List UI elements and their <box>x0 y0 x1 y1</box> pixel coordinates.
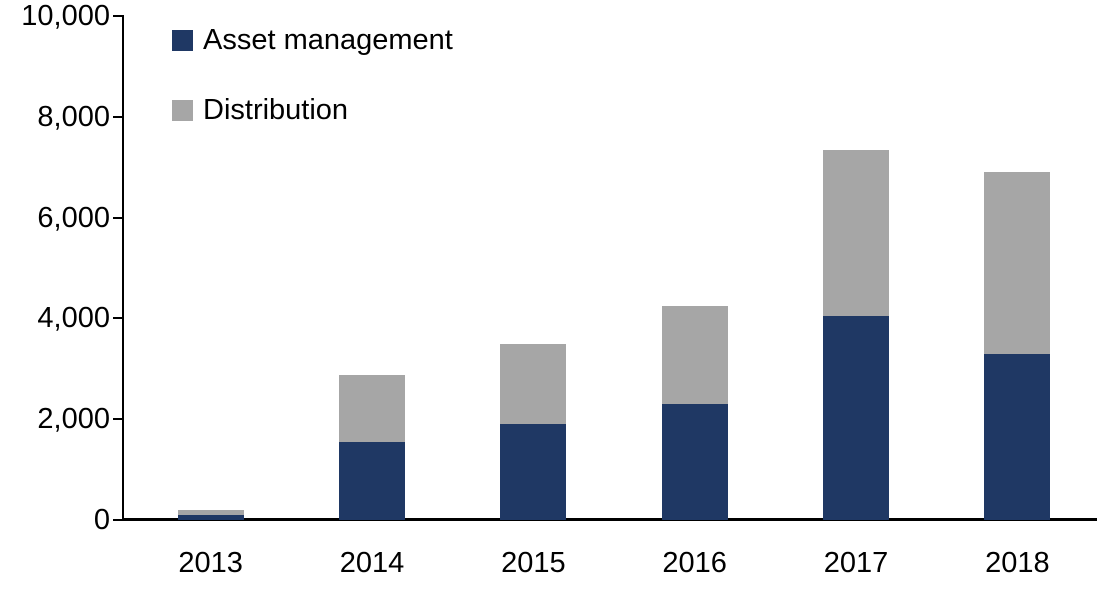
bar-segment-asset-management-2014 <box>339 441 405 520</box>
y-tick-mark <box>113 216 122 219</box>
bar-segment-distribution-2017 <box>823 149 889 316</box>
y-tick-mark <box>113 418 122 421</box>
y-tick-label-4000: 4,000 <box>37 302 110 335</box>
bar-segment-asset-management-2015 <box>500 424 567 520</box>
x-tick-label-2017: 2017 <box>823 547 889 579</box>
y-tick-label-0: 0 <box>93 504 110 536</box>
legend: Asset management Distribution <box>172 24 453 167</box>
legend-label-distribution: Distribution <box>203 94 349 126</box>
bar-segment-asset-management-2017 <box>823 315 889 520</box>
y-tick-mark <box>113 519 122 521</box>
y-tick-mark <box>113 115 122 118</box>
y-tick-label-6000: 6,000 <box>37 201 110 234</box>
x-tick-label-2013: 2013 <box>178 547 243 579</box>
y-tick-mark <box>113 317 122 320</box>
y-axis-line <box>122 15 124 521</box>
legend-label-asset-management: Asset management <box>203 24 453 56</box>
x-tick-label-2018: 2018 <box>985 547 1050 579</box>
bar-segment-asset-management-2016 <box>661 404 728 520</box>
x-tick-label-2015: 2015 <box>501 547 566 579</box>
x-axis-line <box>122 518 1097 521</box>
y-tick-label-2000: 2,000 <box>37 403 110 436</box>
x-tick-label-2016: 2016 <box>662 547 727 579</box>
distribution-swatch-icon <box>172 99 193 121</box>
y-tick-label-10000: 10,000 <box>21 0 110 32</box>
legend-item-distribution: Distribution <box>172 94 453 126</box>
bar-segment-distribution-2015 <box>500 343 567 425</box>
bar-segment-asset-management-2018 <box>984 353 1051 520</box>
bar-segment-asset-management-2013 <box>177 514 244 520</box>
y-tick-label-8000: 8,000 <box>37 100 110 133</box>
bar-segment-distribution-2016 <box>661 305 728 405</box>
y-tick-mark <box>113 15 122 17</box>
asset-management-swatch-icon <box>172 29 193 51</box>
bar-segment-distribution-2013 <box>177 510 244 515</box>
x-tick-label-2014: 2014 <box>339 547 405 579</box>
bar-segment-distribution-2018 <box>984 172 1051 354</box>
bar-segment-distribution-2014 <box>339 375 405 442</box>
legend-item-asset-management: Asset management <box>172 24 453 56</box>
